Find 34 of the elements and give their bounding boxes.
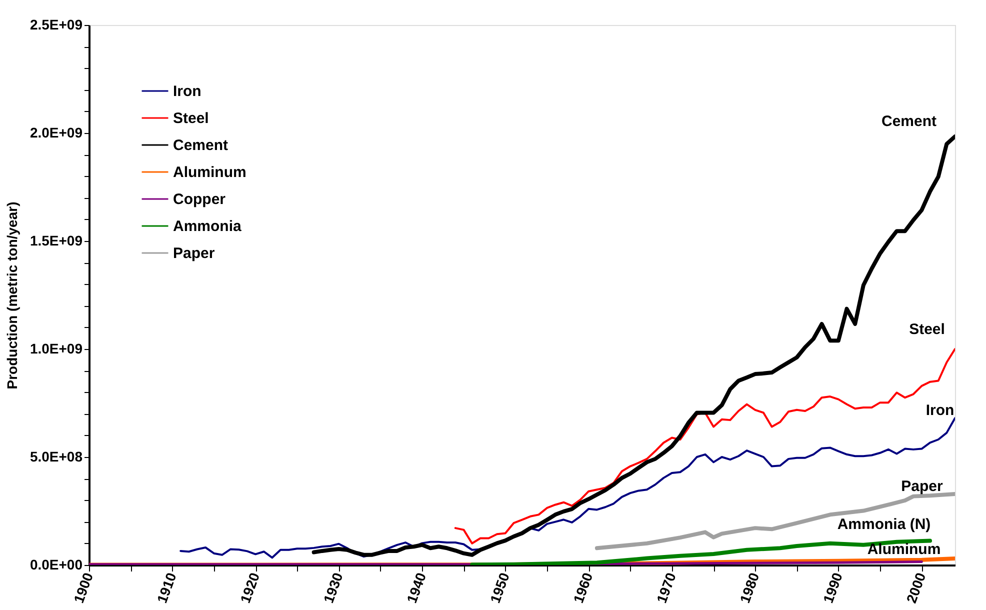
annotation: Ammonia (N)	[837, 516, 931, 533]
x-tick-label: 1900	[70, 570, 96, 606]
x-tick-label: 1970	[653, 570, 680, 606]
annotation: Cement	[881, 113, 937, 130]
legend-label: Copper	[173, 191, 226, 208]
annotation: Iron	[926, 402, 954, 419]
y-tick-label: 5.0E+08	[30, 448, 83, 464]
annotation: Paper	[901, 478, 943, 495]
x-tick-label: 1930	[320, 570, 346, 606]
x-tick-label: 1940	[403, 570, 430, 606]
x-tick-label: 1990	[820, 570, 846, 606]
x-tick-label: 1950	[486, 570, 512, 606]
legend-label: Steel	[173, 110, 209, 127]
y-tick-label: 2.0E+09	[30, 124, 83, 140]
x-tick-label: 1920	[236, 570, 263, 606]
legend-label: Cement	[173, 137, 228, 154]
legend-label: Aluminum	[173, 164, 246, 181]
y-tick-label: 1.0E+09	[30, 340, 83, 356]
annotation: Steel	[909, 321, 945, 338]
x-tick-label: 1910	[154, 570, 180, 606]
x-tick-label: 2000	[903, 570, 929, 606]
legend-label: Iron	[173, 83, 202, 100]
y-tick-label: 0.0E+00	[30, 556, 83, 572]
line-series	[180, 417, 955, 559]
legend-label: Ammonia	[173, 218, 242, 235]
y-tick-label: 2.5E+09	[30, 16, 83, 32]
line-series	[454, 348, 955, 544]
y-tick-label: 1.5E+09	[30, 232, 83, 248]
annotation: Aluminum	[867, 541, 941, 558]
x-tick-label: 1980	[736, 570, 762, 606]
x-tick-label: 1960	[570, 570, 596, 606]
line-series	[312, 134, 955, 557]
legend-label: Paper	[173, 245, 215, 262]
y-axis-title: Production (metric ton/year)	[4, 202, 20, 390]
